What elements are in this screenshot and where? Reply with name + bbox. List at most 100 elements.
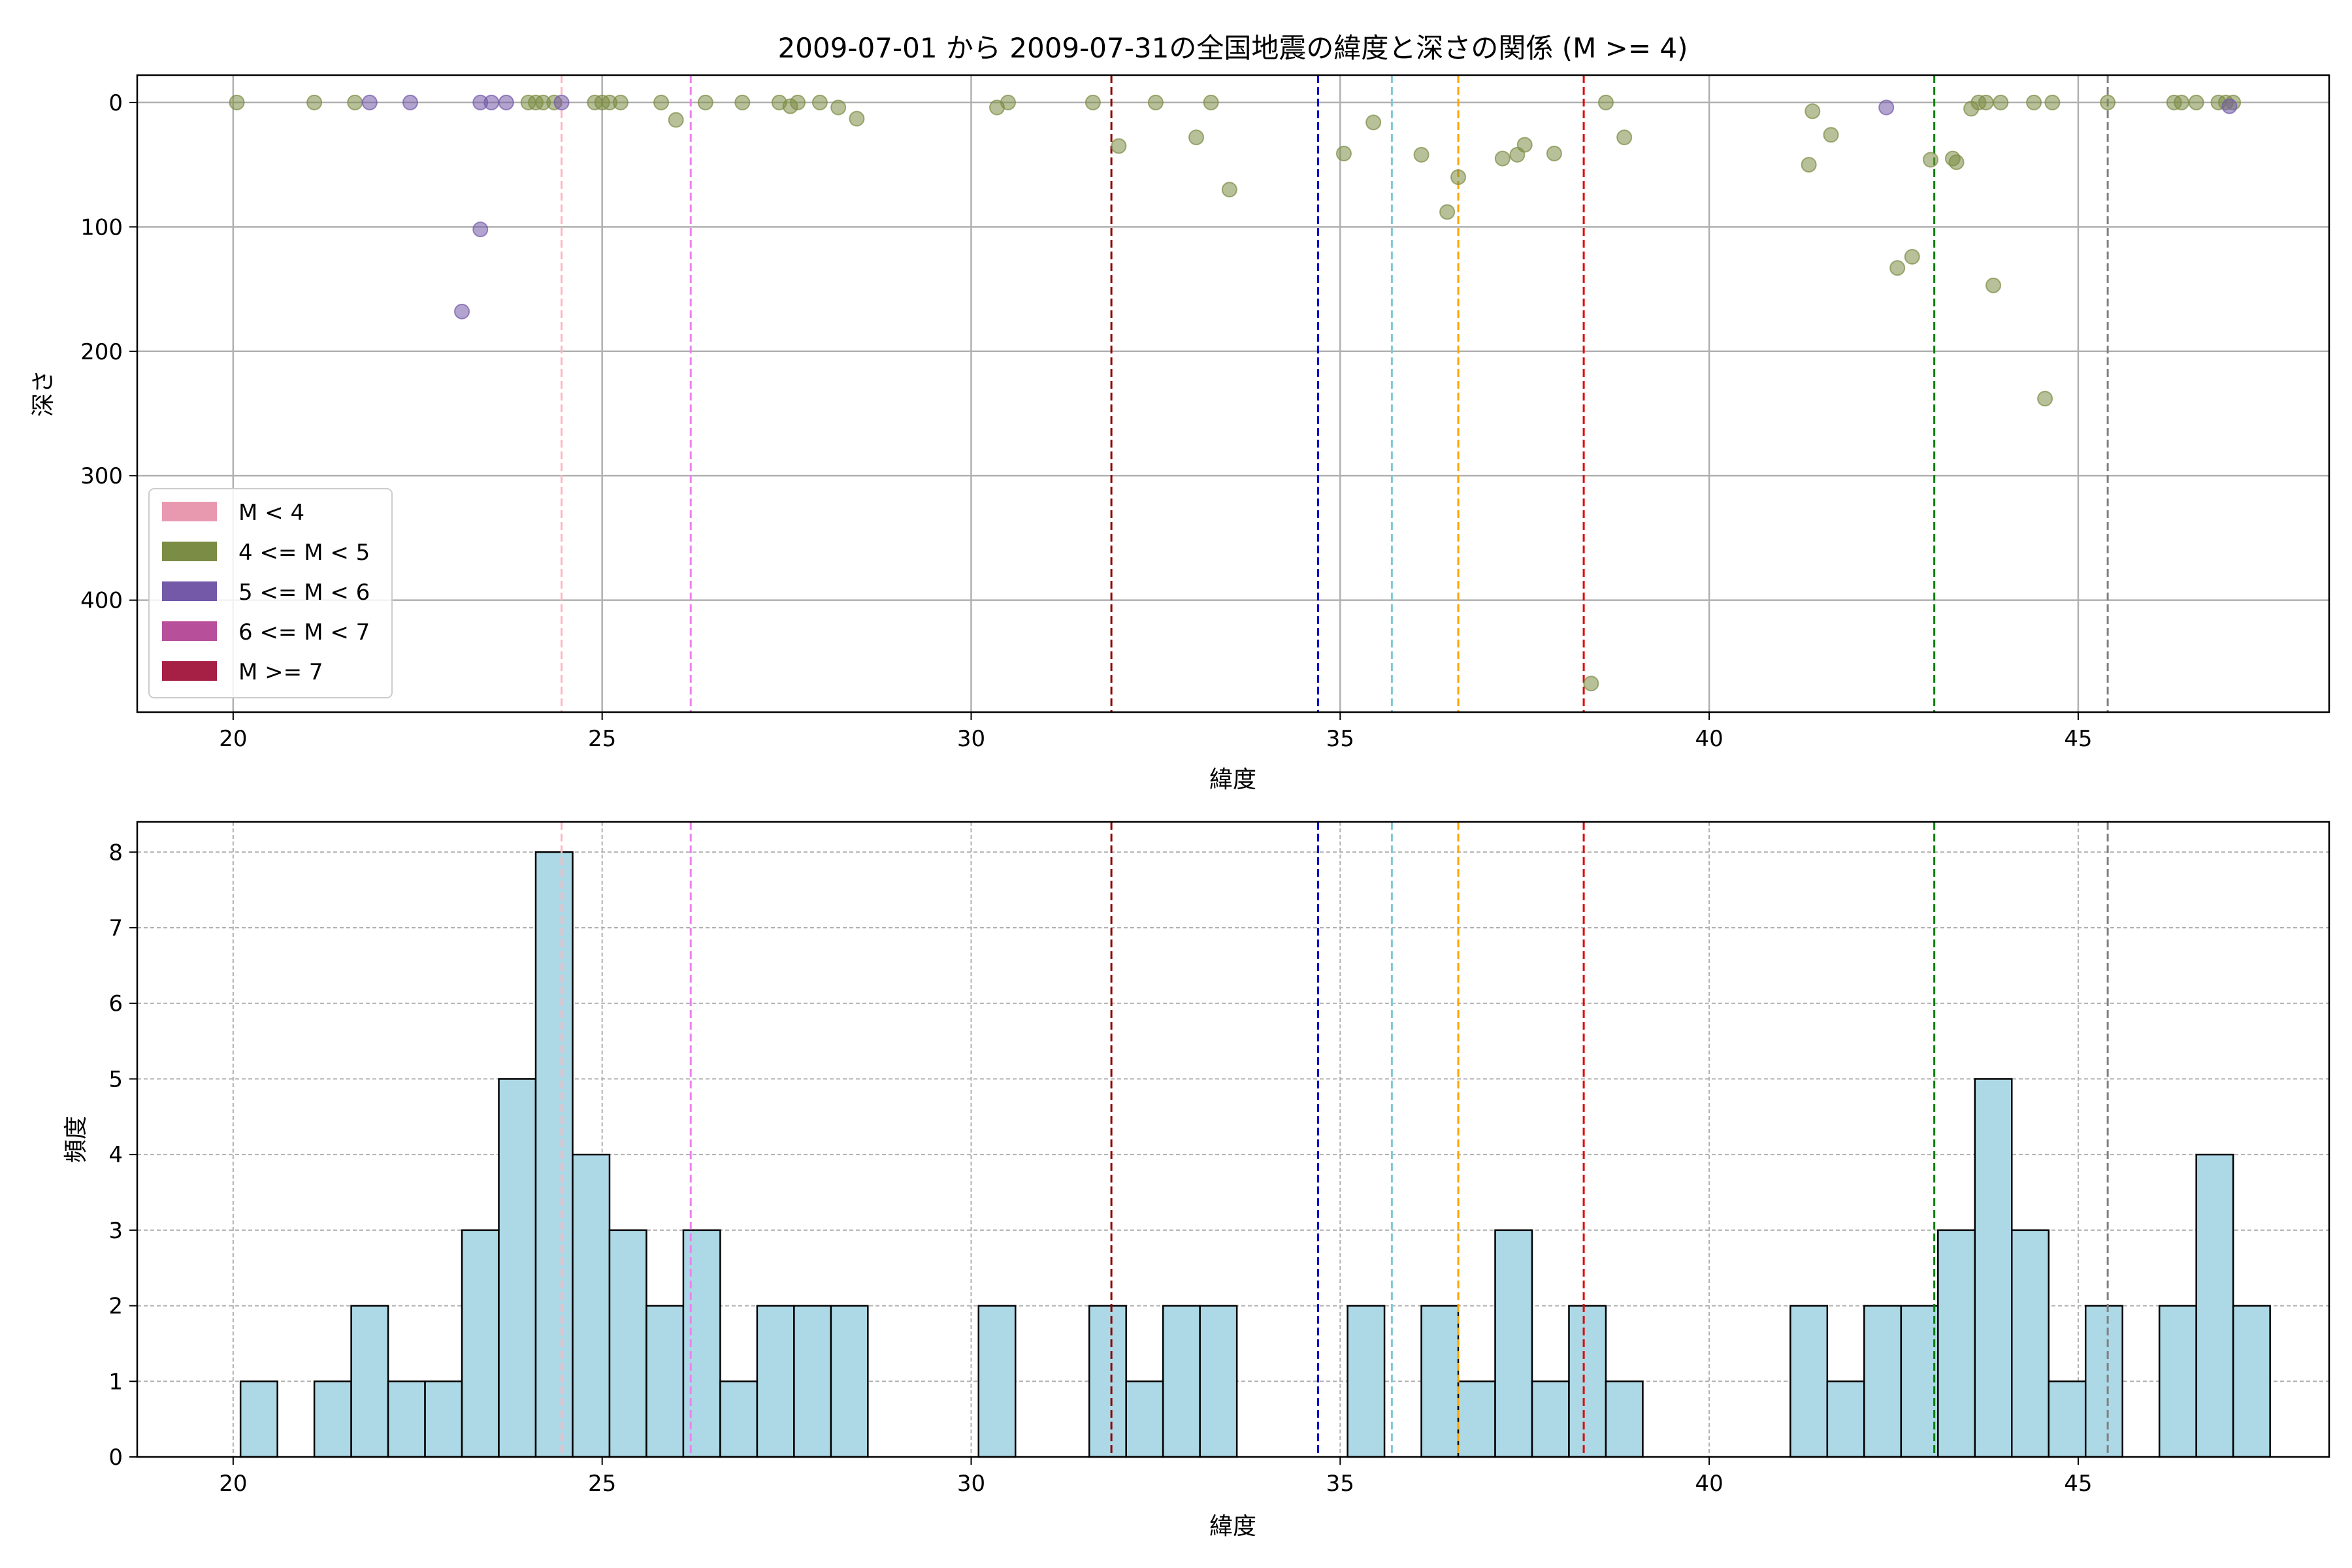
scatter-point: [229, 94, 245, 110]
histogram-x-tick-label: 35: [1326, 1471, 1354, 1497]
scatter-y-tick-label: 400: [80, 588, 123, 614]
scatter-y-tick-label: 300: [80, 463, 123, 489]
histogram-bar: [387, 1380, 426, 1458]
scatter-point: [1546, 145, 1562, 161]
scatter-x-tick-label: 35: [1326, 726, 1354, 752]
scatter-points: [229, 94, 2242, 692]
scatter-point: [361, 94, 378, 110]
histogram-bar: [2158, 1305, 2197, 1458]
scatter-title: 2009-07-01 から 2009-07-31の全国地震の緯度と深さの関係 (…: [777, 32, 1688, 64]
scatter-point: [1805, 103, 1821, 120]
legend-swatch-4: [162, 621, 217, 641]
scatter-point: [697, 94, 713, 110]
histogram-bar: [1863, 1305, 1903, 1458]
scatter-point: [1221, 182, 1237, 198]
scatter-point: [1188, 129, 1205, 146]
histogram-bar: [534, 851, 574, 1458]
histogram-bar: [1347, 1305, 1386, 1458]
scatter-point: [1365, 114, 1382, 131]
histogram-bar: [756, 1305, 795, 1458]
histogram-bar: [1826, 1380, 1865, 1458]
histogram-bar: [1494, 1229, 1533, 1458]
histogram-bar: [461, 1229, 500, 1458]
histogram-bar: [1974, 1078, 2013, 1458]
scatter-point: [1904, 249, 1920, 265]
scatter-x-ticks: 20 25 30 35 40 45: [219, 712, 2093, 752]
histogram-y-tick-label: 5: [108, 1066, 123, 1092]
scatter-y-axis-label: 深さ: [30, 370, 57, 417]
scatter-point: [2221, 98, 2238, 114]
legend-swatch-5: [162, 661, 217, 681]
scatter-point: [1494, 150, 1511, 167]
histogram-x-tick-label: 45: [2064, 1471, 2092, 1497]
histogram-bar: [1457, 1380, 1496, 1458]
histogram-bar: [1162, 1305, 1201, 1458]
scatter-point: [1000, 94, 1016, 110]
histogram-bar: [719, 1380, 759, 1458]
histogram-x-axis-label: 緯度: [1209, 1513, 1256, 1540]
scatter-point: [347, 94, 363, 110]
histogram-bar: [350, 1305, 389, 1458]
scatter-frame: [136, 74, 2330, 713]
histogram-bar: [1937, 1229, 1976, 1458]
histogram-frame: [136, 821, 2330, 1458]
legend-label-1: M < 4: [238, 500, 304, 526]
scatter-point: [1111, 138, 1127, 154]
scatter-point: [498, 94, 514, 110]
scatter-x-tick-label: 20: [219, 726, 247, 752]
histogram-y-tick-label: 4: [108, 1142, 123, 1168]
scatter-grid: [137, 75, 2329, 712]
histogram-bar: [830, 1305, 869, 1458]
scatter-reference-lines: [561, 75, 2109, 712]
scatter-point: [1889, 260, 1906, 276]
histogram-bar: [498, 1078, 537, 1458]
scatter-point: [1616, 129, 1633, 146]
scatter-point: [1801, 157, 1817, 173]
histogram-y-tick-label: 2: [108, 1294, 123, 1320]
scatter-point: [1516, 137, 1533, 153]
legend-label-4: 6 <= M < 7: [238, 619, 370, 645]
histogram-x-tick-label: 25: [588, 1471, 616, 1497]
histogram-bars: [239, 851, 2271, 1458]
histogram-bar: [239, 1380, 278, 1458]
scatter-point: [668, 112, 684, 128]
scatter-point: [1878, 99, 1895, 116]
scatter-y-tick-label: 200: [80, 339, 123, 365]
histogram-bar: [424, 1380, 463, 1458]
scatter-point: [553, 94, 570, 110]
scatter-point: [2100, 94, 2116, 110]
scatter-point: [2188, 94, 2204, 110]
scatter-point: [1985, 277, 2002, 293]
scatter-x-axis-label: 緯度: [1209, 766, 1256, 793]
histogram-bar: [572, 1153, 611, 1458]
histogram-bar: [1605, 1380, 1644, 1458]
legend-label-3: 5 <= M < 6: [238, 580, 370, 606]
histogram-y-tick-label: 1: [108, 1369, 123, 1395]
scatter-point: [1597, 94, 1614, 110]
scatter-point: [830, 99, 847, 116]
histogram-bar: [1900, 1305, 1939, 1458]
histogram-bar: [608, 1229, 647, 1458]
scatter-y-tick-label: 0: [108, 90, 123, 116]
scatter-point: [1203, 94, 1219, 110]
histogram-bar: [1088, 1305, 1127, 1458]
scatter-point: [1978, 94, 1994, 110]
scatter-x-tick-label: 45: [2064, 726, 2092, 752]
histogram-y-tick-label: 7: [108, 915, 123, 941]
scatter-point: [1147, 94, 1164, 110]
scatter-point: [402, 94, 418, 110]
scatter-point: [2026, 94, 2042, 110]
histogram-bar: [2011, 1229, 2050, 1458]
scatter-point: [1413, 146, 1429, 163]
legend-swatch-2: [162, 542, 217, 561]
scatter-plot-area: [137, 75, 2329, 712]
legend-box: [148, 488, 393, 698]
histogram-bar: [1789, 1305, 1829, 1458]
legend-entry-3: 5 <= M < 6: [162, 580, 370, 606]
histogram-bar: [2048, 1380, 2087, 1458]
scatter-point: [2037, 391, 2053, 407]
histogram-bar: [2232, 1305, 2271, 1458]
histogram-y-axis-label: 頻度: [63, 1116, 90, 1163]
legend-entry-4: 6 <= M < 7: [162, 619, 370, 645]
